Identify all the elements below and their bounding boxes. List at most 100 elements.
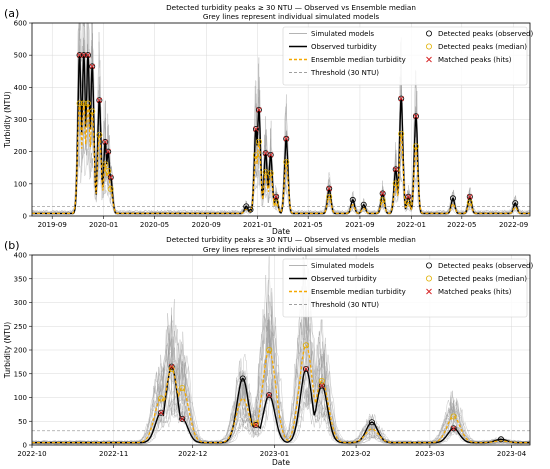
legend-label: Detected peaks (observed) — [438, 262, 533, 270]
median-peak-marker — [252, 420, 259, 427]
y-tick-label: 500 — [14, 52, 27, 60]
legend-swatch-median-peak — [425, 43, 432, 50]
observed-peak-marker — [96, 97, 103, 104]
legend-swatch-matched — [426, 56, 432, 63]
y-tick-label: 250 — [14, 323, 27, 331]
observed-peak-marker — [84, 52, 91, 59]
y-axis-label: Turbidity (NTU) — [3, 91, 12, 148]
observed-peak-marker — [368, 419, 375, 426]
y-tick-label: 50 — [18, 418, 27, 426]
observed-peak-marker — [255, 106, 262, 113]
matched-peak-marker — [169, 364, 175, 370]
median-peak-marker — [450, 413, 457, 420]
x-axis-label: Date — [272, 227, 290, 236]
x-tick-label: 2022-01 — [397, 221, 426, 229]
median-peak-marker — [266, 346, 273, 353]
observed-peak-marker — [76, 52, 83, 59]
legend-swatch-observed-peak — [425, 262, 432, 269]
x-tick-label: 2020-05 — [140, 221, 169, 229]
median-peak-marker — [76, 100, 83, 107]
y-axis-label: Turbidity (NTU) — [3, 322, 12, 379]
y-tick-label: 600 — [14, 20, 27, 28]
x-tick-label: 2022-11 — [99, 450, 128, 458]
median-peak-marker — [252, 152, 259, 159]
matched-peak-marker — [105, 149, 111, 155]
x-tick-label: 2022-10 — [17, 450, 46, 458]
simulated-model-line — [31, 142, 531, 216]
legend-label: Matched peaks (hits) — [438, 56, 512, 64]
matched-peak-marker — [102, 139, 108, 145]
matched-peak-marker — [85, 52, 91, 58]
legend-label: Threshold (30 NTU) — [310, 301, 379, 309]
matched-peak-marker — [263, 150, 269, 156]
legend-label: Matched peaks (hits) — [438, 288, 512, 296]
observed-peak-marker — [303, 365, 310, 372]
legend-box — [282, 258, 528, 318]
matched-peak-marker — [268, 152, 274, 158]
median-peak-marker — [303, 342, 310, 349]
y-tick-label: 300 — [14, 299, 27, 307]
y-tick-label: 200 — [14, 148, 27, 156]
x-tick-label: 2022-12 — [178, 450, 207, 458]
observed-peak-marker — [179, 415, 186, 422]
legend-label: Ensemble median turbidity — [311, 288, 406, 296]
matched-peak-marker — [89, 63, 95, 70]
observed-peak-marker — [158, 409, 165, 416]
median-peak-marker — [412, 143, 419, 150]
x-tick-label: 2021-05 — [294, 221, 323, 229]
y-tick-label: 0 — [23, 442, 27, 450]
legend-label: Observed turbidity — [311, 43, 377, 51]
y-tick-label: 0 — [23, 213, 27, 221]
median-peak-marker — [318, 377, 325, 384]
x-tick-label: 2023-02 — [341, 450, 370, 458]
plot-frame — [31, 254, 531, 446]
chart-title: Detected turbidity peaks ≥ 30 NTU — Obse… — [166, 235, 416, 244]
matched-peak-marker — [256, 107, 262, 113]
matched-peak-marker — [179, 416, 185, 422]
matched-peak-marker — [108, 174, 114, 181]
x-tick-label: 2021-01 — [243, 221, 272, 229]
x-tick-label: 2023-01 — [260, 450, 289, 458]
legend-label: Threshold (30 NTU) — [310, 69, 379, 77]
plot-frame — [31, 22, 531, 217]
observed-peak-marker — [266, 392, 273, 399]
panel-b: Detected turbidity peaks ≥ 30 NTU — Obse… — [3, 235, 533, 467]
legend-label: Detected peaks (median) — [438, 43, 527, 51]
y-tick-label: 350 — [14, 275, 27, 283]
y-tick-label: 400 — [14, 84, 27, 92]
y-tick-label: 100 — [14, 180, 27, 188]
median-peak-marker — [105, 167, 112, 174]
median-peak-marker — [379, 197, 386, 204]
matched-peak-marker — [266, 392, 272, 398]
matched-peak-marker — [253, 422, 259, 428]
x-tick-label: 2020-01 — [89, 221, 118, 229]
observed-peak-marker — [512, 200, 519, 207]
matched-peak-marker — [273, 194, 279, 200]
legend-label: Simulated models — [311, 262, 374, 270]
median-peak-marker — [179, 384, 186, 391]
median-peak-marker — [255, 138, 262, 145]
x-tick-label: 2022-09 — [499, 221, 528, 229]
matched-peak-marker — [303, 366, 309, 372]
observed-peak-marker — [412, 113, 419, 120]
observed-peak-marker — [239, 375, 246, 382]
observed-peak-marker — [243, 203, 250, 210]
simulated-model-line — [31, 268, 531, 443]
chart-subtitle: Grey lines represent individual simulate… — [203, 12, 379, 21]
legend-label: Simulated models — [311, 30, 374, 38]
observed-peak-marker — [360, 201, 367, 208]
matched-peak-marker — [253, 126, 259, 132]
x-tick-label: 2020-09 — [192, 221, 221, 229]
observed-peak-marker — [105, 148, 112, 155]
observed-peak-marker — [498, 436, 505, 443]
x-tick-label: 2022-05 — [447, 221, 476, 229]
y-tick-label: 200 — [14, 347, 27, 355]
observed-peak-marker — [450, 425, 457, 432]
median-peak-marker — [405, 199, 412, 206]
observed-peak-marker — [283, 135, 290, 142]
observed-peak-marker — [252, 126, 259, 133]
median-peak-marker — [102, 161, 109, 168]
y-tick-label: 150 — [14, 370, 27, 378]
observed-peak-marker — [405, 193, 412, 200]
